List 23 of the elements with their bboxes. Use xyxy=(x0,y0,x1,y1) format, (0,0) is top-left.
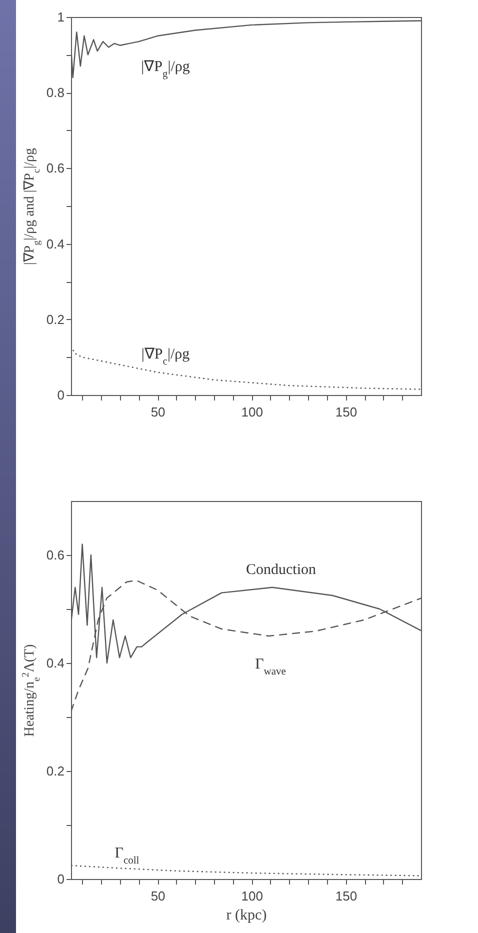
x-tick-label: 50 xyxy=(150,888,166,904)
line-series xyxy=(71,864,421,876)
y-tick-label: 0.2 xyxy=(46,312,64,327)
annotation: Γ$_{coll}$ xyxy=(114,846,140,866)
annotation: Conduction xyxy=(246,562,316,578)
y-tick-label: 0.4 xyxy=(46,656,64,670)
annotation: |∇P$_{g}$|/ρg xyxy=(141,59,190,80)
y-tick-label: 0.4 xyxy=(46,236,64,252)
x-tick-label: 100 xyxy=(241,888,263,904)
annotation: Γ$_{wave}$ xyxy=(255,656,286,678)
y-tick-label: 0 xyxy=(57,388,64,402)
x-tick-label: 150 xyxy=(335,888,358,904)
y-tick-label: 0.2 xyxy=(46,764,64,778)
x-axis-title: r (kpc) xyxy=(226,908,267,924)
x-tick-label: 100 xyxy=(241,404,263,420)
annotation: |∇P$_{c}$|/ρg xyxy=(141,346,190,367)
y-tick-label: 0.6 xyxy=(46,160,64,176)
x-tick-label: 50 xyxy=(150,404,166,420)
y-tick-label: 1 xyxy=(57,10,64,24)
x-tick-label: 150 xyxy=(335,404,358,420)
y-tick-label: 0.6 xyxy=(46,548,64,562)
y-tick-label: 0.8 xyxy=(46,85,64,100)
y-tick-label: 0 xyxy=(57,872,64,886)
